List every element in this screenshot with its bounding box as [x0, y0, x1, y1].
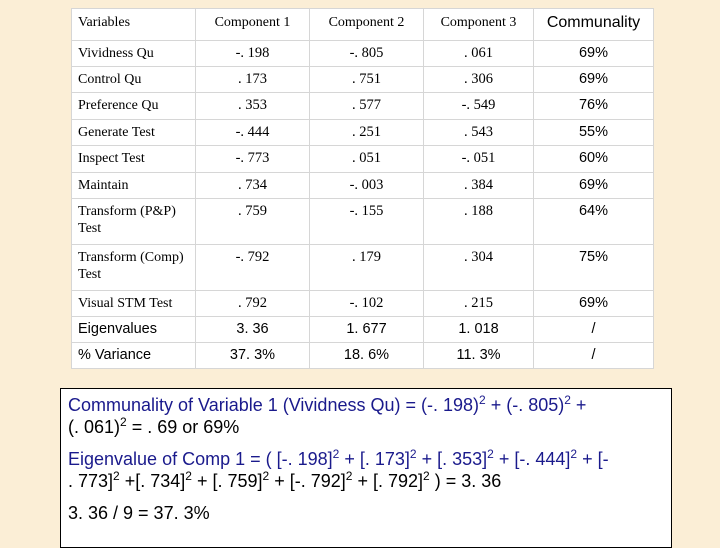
loading-component-2: . 751	[309, 66, 424, 93]
communality-formula: Communality of Variable 1 (Vividness Qu)…	[68, 393, 587, 437]
variable-name: Vividness Qu	[71, 40, 196, 67]
loading-component-2: -. 102	[309, 290, 424, 317]
variable-name: Preference Qu	[71, 92, 196, 120]
communality-value: 60%	[533, 145, 654, 173]
table-row: Vividness Qu -. 198 -. 805. 061 69%	[71, 40, 654, 67]
loading-component-1: -. 792	[195, 244, 310, 291]
variance-c2: 18. 6%	[309, 342, 424, 369]
table-row: Control Qu. 173. 751. 306 69%	[71, 66, 654, 93]
loading-component-2: -. 003	[309, 172, 424, 199]
factor-analysis-table: Variables Component 1 Component 2 Compon…	[71, 8, 654, 369]
variance-c3: 11. 3%	[423, 342, 534, 369]
loading-component-2: . 179	[309, 244, 424, 291]
table-row: Transform (Comp) Test -. 792. 179. 304 75%	[71, 244, 654, 291]
loading-component-2: . 251	[309, 119, 424, 146]
communality-value: 64%	[533, 198, 654, 245]
header-component-2: Component 2	[309, 8, 424, 41]
header-component-3: Component 3	[423, 8, 534, 41]
loading-component-3: . 188	[423, 198, 534, 245]
header-component-1: Component 1	[195, 8, 310, 41]
communality-value: 69%	[533, 290, 654, 317]
variable-name: Generate Test	[71, 119, 196, 146]
variable-name: Visual STM Test	[71, 290, 196, 317]
loading-component-1: -. 444	[195, 119, 310, 146]
variable-name: Maintain	[71, 172, 196, 199]
variable-name: Control Qu	[71, 66, 196, 93]
loading-component-2: -. 155	[309, 198, 424, 245]
communality-value: 55%	[533, 119, 654, 146]
loading-component-3: -. 051	[423, 145, 534, 173]
variance-communality: /	[533, 342, 654, 369]
loading-component-2: . 051	[309, 145, 424, 173]
variable-name: Inspect Test	[71, 145, 196, 173]
explanation-box: Communality of Variable 1 (Vividness Qu)…	[60, 388, 672, 548]
variable-name: Transform (P&P) Test	[71, 198, 196, 245]
loading-component-1: . 353	[195, 92, 310, 120]
loading-component-2: . 577	[309, 92, 424, 120]
header-variables: Variables	[71, 8, 196, 41]
loading-component-1: . 734	[195, 172, 310, 199]
variable-name: Transform (Comp) Test	[71, 244, 196, 291]
loading-component-1: -. 198	[195, 40, 310, 67]
eigenvalues-label: Eigenvalues	[71, 316, 196, 343]
variance-c1: 37. 3%	[195, 342, 310, 369]
communality-value: 69%	[533, 172, 654, 199]
eigenvalue-communality: /	[533, 316, 654, 343]
communality-value: 75%	[533, 244, 654, 291]
table-row: Visual STM Test. 792 -. 102. 215 69%	[71, 290, 654, 317]
loading-component-2: -. 805	[309, 40, 424, 67]
table-row: Transform (P&P) Test. 759 -. 155. 188 64%	[71, 198, 654, 245]
eigenvalue-c3: 1. 018	[423, 316, 534, 343]
loading-component-3: . 304	[423, 244, 534, 291]
loading-component-3: . 215	[423, 290, 534, 317]
loading-component-1: . 173	[195, 66, 310, 93]
header-communality: Communality	[533, 8, 654, 41]
eigenvalue-c1: 3. 36	[195, 316, 310, 343]
table-row: Generate Test -. 444. 251. 543 55%	[71, 119, 654, 146]
loading-component-1: . 759	[195, 198, 310, 245]
table-row: Inspect Test -. 773. 051 -. 051 60%	[71, 145, 654, 173]
table-row: Preference Qu. 353. 577 -. 549 76%	[71, 92, 654, 120]
loading-component-1: -. 773	[195, 145, 310, 173]
eigenvalue-c2: 1. 677	[309, 316, 424, 343]
loading-component-3: . 543	[423, 119, 534, 146]
communality-value: 76%	[533, 92, 654, 120]
loading-component-3: . 384	[423, 172, 534, 199]
loading-component-3: -. 549	[423, 92, 534, 120]
communality-value: 69%	[533, 66, 654, 93]
loading-component-3: . 306	[423, 66, 534, 93]
loading-component-1: . 792	[195, 290, 310, 317]
loading-component-3: . 061	[423, 40, 534, 67]
header-row: Variables Component 1 Component 2 Compon…	[71, 8, 654, 41]
table-row: Maintain. 734 -. 003. 384 69%	[71, 172, 654, 199]
eigenvalues-row: Eigenvalues 3. 36 1. 677 1. 018 /	[71, 316, 654, 343]
variance-row: % Variance 37. 3% 18. 6% 11. 3% /	[71, 342, 654, 369]
communality-value: 69%	[533, 40, 654, 67]
variance-label: % Variance	[71, 342, 196, 369]
eigenvalue-formula: Eigenvalue of Comp 1 = ( [-. 198]2 + [. …	[68, 447, 609, 491]
variance-formula: 3. 36 / 9 = 37. 3%	[68, 503, 210, 523]
